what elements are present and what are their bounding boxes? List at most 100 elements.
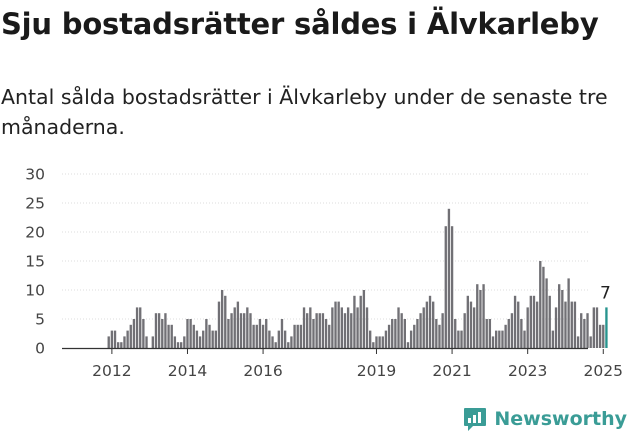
- bar: [589, 336, 592, 348]
- bar: [485, 319, 488, 348]
- bar: [268, 330, 271, 348]
- bar: [287, 342, 290, 348]
- bar: [340, 307, 343, 348]
- bar: [432, 301, 435, 348]
- bar: [271, 336, 274, 348]
- data-labels: 7: [600, 283, 611, 303]
- bar: [142, 319, 145, 348]
- bar: [422, 307, 425, 348]
- bar: [510, 313, 514, 348]
- bar: [302, 307, 306, 348]
- bar: [438, 324, 441, 348]
- bar: [482, 284, 485, 348]
- bar: [328, 324, 331, 348]
- bar: [447, 208, 451, 348]
- bar: [283, 330, 287, 348]
- y-axis-ticks: 0 5 10 15 20 25 30: [25, 166, 45, 358]
- bar: [580, 313, 583, 348]
- bar: [164, 313, 167, 348]
- bar: [129, 324, 132, 348]
- bar: [249, 313, 252, 348]
- bar: [526, 307, 529, 348]
- y-tick-label: 5: [35, 311, 45, 329]
- bar: [576, 336, 580, 348]
- bar: [214, 330, 217, 348]
- bar: [479, 290, 482, 348]
- bar: [353, 295, 356, 348]
- x-tick-label: 2016: [243, 362, 282, 380]
- bar: [378, 336, 381, 348]
- bar: [381, 336, 384, 348]
- bar: [542, 266, 545, 348]
- bar: [567, 278, 570, 348]
- bar: [139, 307, 142, 348]
- bar: [154, 313, 158, 348]
- bar: [113, 330, 117, 348]
- bar: [372, 342, 375, 348]
- y-tick-label: 30: [25, 166, 45, 184]
- newsworthy-logo-icon: [464, 408, 487, 431]
- brand-name: Newsworthy: [494, 408, 627, 430]
- bar: [457, 330, 460, 348]
- bar: [359, 295, 362, 348]
- bar: [255, 324, 258, 348]
- bar: [312, 319, 315, 348]
- bar: [498, 330, 501, 348]
- bar: [532, 295, 536, 348]
- bar: [145, 336, 148, 348]
- bar: [299, 324, 303, 348]
- bar: [258, 319, 262, 348]
- bar: [230, 313, 233, 348]
- bar: [239, 313, 243, 348]
- bar: [400, 313, 403, 348]
- bar: [488, 319, 492, 348]
- bar: [135, 307, 139, 348]
- bar: [350, 313, 353, 348]
- bar: [460, 330, 463, 348]
- y-tick-label: 0: [35, 340, 45, 358]
- y-tick-label: 20: [25, 224, 45, 242]
- bar: [321, 313, 325, 348]
- bar: [195, 330, 199, 348]
- bar: [220, 290, 224, 348]
- bar: [397, 307, 400, 348]
- bar: [586, 313, 589, 348]
- bar: [246, 307, 249, 348]
- bar: [535, 301, 539, 348]
- bar: [573, 301, 577, 348]
- bar: [419, 313, 422, 348]
- bar: [435, 319, 438, 348]
- bar: [274, 342, 277, 348]
- value-label: 7: [600, 283, 611, 303]
- bar: [558, 284, 561, 348]
- x-tick-label: 2014: [168, 362, 207, 380]
- bar: [409, 330, 413, 348]
- bar: [117, 342, 120, 348]
- x-tick-label: 2023: [508, 362, 547, 380]
- bar: [346, 307, 350, 348]
- bar: [318, 313, 321, 348]
- bar: [501, 330, 504, 348]
- bar: [343, 313, 347, 348]
- bar: [595, 307, 599, 348]
- bar: [548, 295, 551, 348]
- bar: [205, 319, 208, 348]
- bar: [564, 301, 567, 348]
- x-axis-ticks: 2012 2014 2016 2019 2021 2023 2025: [92, 349, 623, 380]
- bar: [315, 313, 318, 348]
- bar: [208, 324, 211, 348]
- bar: [513, 295, 517, 348]
- bar: [334, 301, 337, 348]
- bar: [306, 313, 309, 348]
- bar: [570, 301, 573, 348]
- x-tick-label: 2021: [432, 362, 471, 380]
- bar: [186, 319, 189, 348]
- bar: [539, 261, 542, 348]
- bar-highlight: [605, 307, 608, 348]
- bar: [132, 319, 136, 348]
- bar: [583, 319, 586, 348]
- bar: [296, 324, 299, 348]
- bar: [551, 330, 555, 348]
- bar: [523, 330, 526, 348]
